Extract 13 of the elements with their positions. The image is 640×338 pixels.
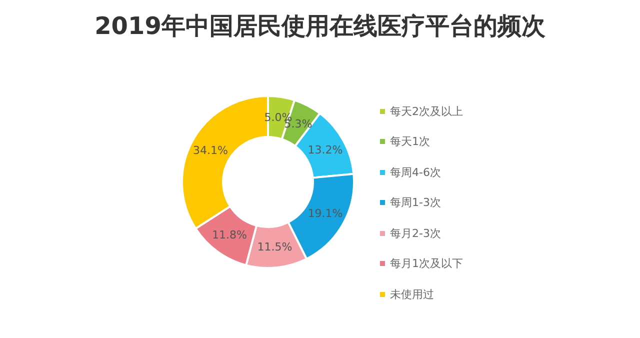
legend-label: 每天2次及以上 [390, 104, 463, 119]
data-label: 13.2% [308, 144, 343, 157]
legend-label: 未使用过 [390, 286, 434, 302]
legend-label: 每月2-3次 [390, 226, 441, 241]
data-label: 11.5% [257, 240, 292, 254]
legend-label: 每月1次及以下 [390, 256, 463, 272]
data-label: 34.1% [193, 144, 228, 158]
legend-label: 每周4-6次 [390, 164, 441, 180]
data-label: 19.1% [308, 207, 343, 220]
chart-title: 2019年中国居民使用在线医疗平台的频次 [94, 11, 546, 42]
data-label: 11.8% [212, 228, 247, 242]
legend-label: 每周1-3次 [390, 195, 441, 210]
legend-label: 每天1次 [390, 134, 430, 150]
